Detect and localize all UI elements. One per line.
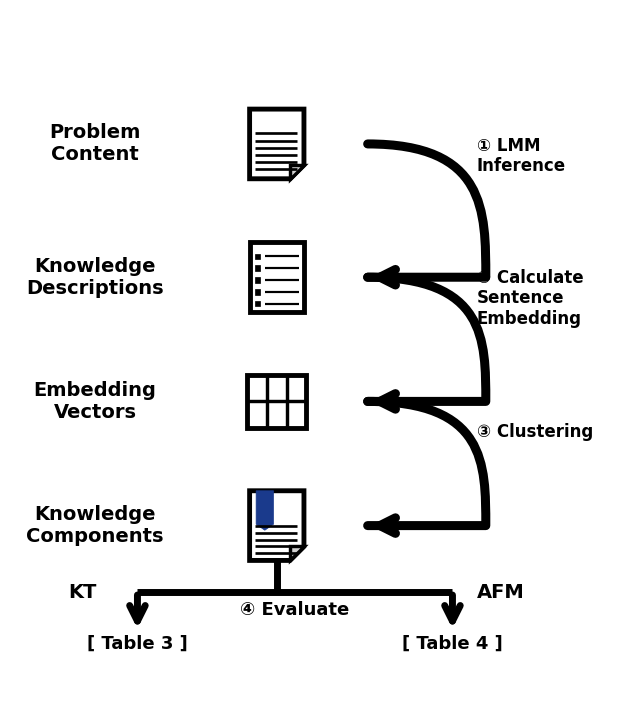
- FancyBboxPatch shape: [255, 277, 260, 283]
- Text: Embedding
Vectors: Embedding Vectors: [34, 381, 157, 422]
- Text: Problem
Content: Problem Content: [49, 123, 141, 164]
- PathPatch shape: [290, 165, 304, 179]
- Text: [ Table 3 ]: [ Table 3 ]: [87, 635, 188, 653]
- Text: Knowledge
Descriptions: Knowledge Descriptions: [26, 257, 164, 298]
- FancyBboxPatch shape: [255, 266, 260, 271]
- PathPatch shape: [250, 109, 304, 179]
- Text: KT: KT: [69, 583, 97, 602]
- Text: [ Table 4 ]: [ Table 4 ]: [402, 635, 503, 653]
- Text: ④ Evaluate: ④ Evaluate: [240, 602, 349, 620]
- FancyBboxPatch shape: [247, 376, 306, 427]
- PathPatch shape: [256, 491, 273, 530]
- FancyBboxPatch shape: [255, 253, 260, 259]
- Text: ③ Clustering: ③ Clustering: [477, 423, 593, 441]
- FancyBboxPatch shape: [255, 301, 260, 307]
- Text: ② Calculate
Sentence
Embedding: ② Calculate Sentence Embedding: [477, 269, 583, 328]
- PathPatch shape: [290, 546, 304, 561]
- Text: ① LMM
Inference: ① LMM Inference: [477, 136, 566, 175]
- Text: AFM: AFM: [477, 583, 525, 602]
- Text: Knowledge
Components: Knowledge Components: [26, 505, 163, 546]
- PathPatch shape: [250, 491, 304, 561]
- FancyBboxPatch shape: [255, 289, 260, 294]
- FancyBboxPatch shape: [250, 243, 304, 312]
